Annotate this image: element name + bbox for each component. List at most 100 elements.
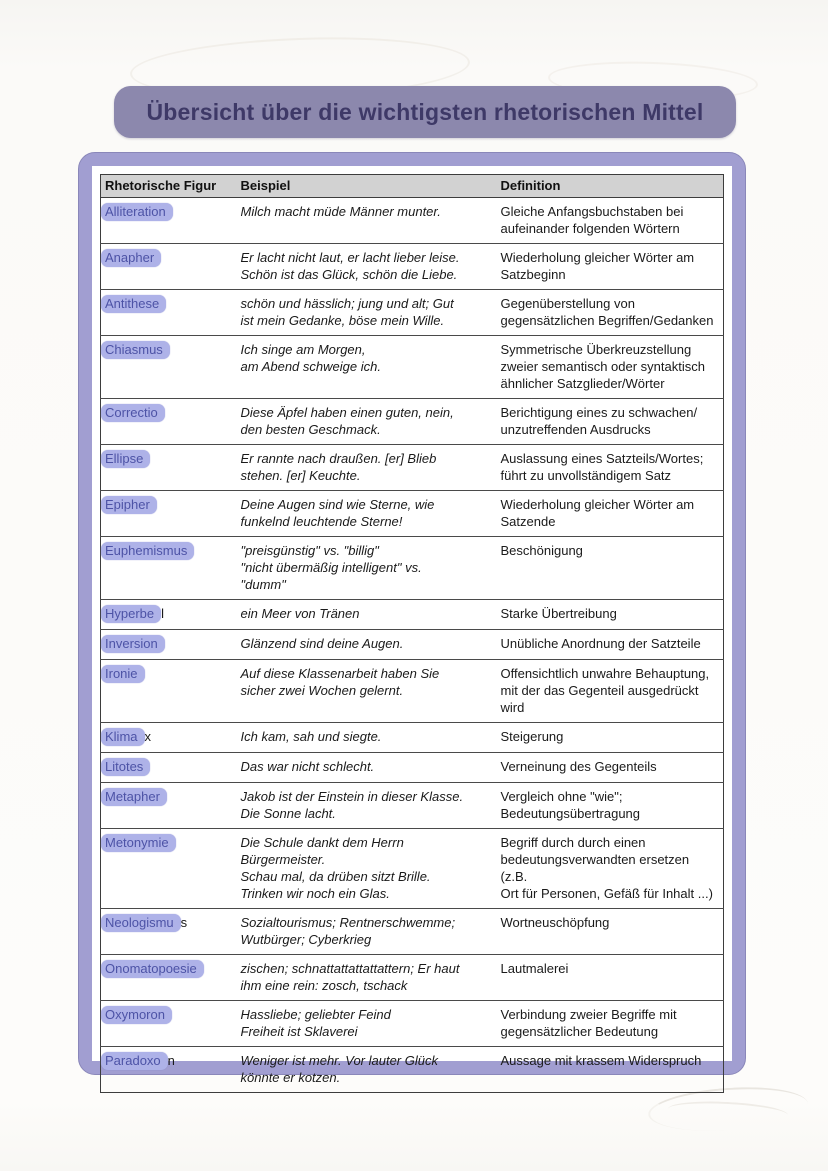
figure-highlight: Chiasmus	[101, 341, 170, 359]
definition-cell: Wiederholung gleicher Wörter am Satzbegin…	[496, 243, 724, 290]
figure-highlight: Litotes	[101, 758, 151, 776]
figure-highlight: Ellipse	[101, 450, 151, 468]
table-row: Epipher Deine Augen sind wie Sterne, wie…	[100, 490, 724, 537]
table-row: Euphemismus "preisgünstig" vs. "billig" "…	[100, 536, 724, 600]
figure-cell: Inversion	[100, 629, 237, 660]
figure-cell: Ironie	[100, 659, 237, 723]
beispiel-cell: Glänzend sind deine Augen.	[236, 629, 497, 660]
figure-cell: Euphemismus	[100, 536, 237, 600]
figure-highlight: Euphemismus	[101, 542, 195, 560]
figure-cell: Metapher	[100, 782, 237, 829]
figure-highlight: Ironie	[101, 665, 145, 683]
figure-highlight: Neologismu	[101, 914, 181, 932]
definition-cell: Wiederholung gleicher Wörter am Satzende	[496, 490, 724, 537]
table-row: Paradoxo n Weniger ist mehr. Vor lauter G…	[100, 1046, 724, 1093]
table-row: Metapher Jakob ist der Einstein in diese…	[100, 782, 724, 829]
definition-cell: Vergleich ohne "wie"; Bedeutungsübertragu…	[496, 782, 724, 829]
table-row: Correctio Diese Äpfel haben einen guten,…	[100, 398, 724, 445]
definition-cell: Gleiche Anfangsbuchstaben bei aufeinander…	[500, 204, 684, 236]
column-header-beispiel: Beispiel	[236, 174, 497, 198]
table-row: Ellipse Er rannte nach draußen. [er] Bli…	[100, 444, 724, 491]
figure-highlight: Klima	[101, 728, 145, 746]
figure-highlight: Correctio	[101, 404, 165, 422]
table-row: Antithese schön und hässlich; jung und a…	[100, 289, 724, 336]
figure-highlight: Onomatopoesie	[101, 960, 204, 978]
definition-cell: Lautmalerei	[496, 954, 724, 1001]
beispiel-cell: Ich kam, sah und siegte.	[236, 722, 497, 753]
figure-cell: Klima x	[100, 722, 237, 753]
figure-rest: l	[161, 606, 165, 621]
figure-cell: Ellipse	[100, 444, 237, 491]
figure-cell: Correctio	[100, 398, 237, 445]
figure-rest: x	[144, 729, 152, 744]
beispiel-cell: Jakob ist der Einstein in dieser Klasse.…	[236, 782, 497, 829]
figure-highlight: Antithese	[101, 295, 167, 313]
figure-cell: Anapher	[100, 243, 237, 290]
figure-highlight: Epipher	[101, 496, 157, 514]
header-row: Rhetorische Figur Beispiel Definition	[100, 174, 724, 198]
figure-highlight: Metapher	[101, 788, 167, 806]
figure-highlight: Metonymie	[101, 834, 176, 852]
beispiel-cell: Sozialtourismus; Rentnerschwemme; Wutbürg…	[236, 908, 497, 955]
figure-cell: Alliteration	[101, 198, 237, 244]
definition-cell: Verneinung des Gegenteils	[496, 752, 724, 783]
definition-cell: Unübliche Anordnung der Satzteile	[496, 629, 724, 660]
figure-highlight: Alliteration	[101, 203, 173, 221]
figure-cell: Paradoxo n	[100, 1046, 237, 1093]
figure-cell: Litotes	[100, 752, 237, 783]
beispiel-cell: Das war nicht schlecht.	[236, 752, 497, 783]
definition-cell: Auslassung eines Satzteils/Wortes; führt …	[496, 444, 724, 491]
beispiel-cell: Weniger ist mehr. Vor lauter Glück könnte…	[236, 1046, 497, 1093]
figure-rest: s	[180, 915, 188, 930]
figure-cell: Antithese	[100, 289, 237, 336]
figure-highlight: Oxymoron	[101, 1006, 172, 1024]
figure-cell: Chiasmus	[100, 335, 237, 399]
column-header-figur: Rhetorische Figur	[100, 174, 237, 198]
table-row: Onomatopoesie zischen; schnattattattatta…	[100, 954, 724, 1001]
beispiel-cell: Deine Augen sind wie Sterne, wie funkelnd…	[236, 490, 497, 537]
definition-cell: Aussage mit krassem Widerspruch	[496, 1046, 724, 1093]
figure-cell: Oxymoron	[100, 1000, 237, 1047]
beispiel-cell: schön und hässlich; jung und alt; Gut ist…	[236, 289, 497, 336]
definition-cell: Beschönigung	[496, 536, 724, 600]
table-row: Inversion Glänzend sind deine Augen. Unü…	[100, 629, 724, 660]
definition-cell: Gegenüberstellung von gegensätzlichen Beg…	[496, 289, 724, 336]
title-banner: Übersicht über die wichtigsten rhetorisc…	[114, 86, 736, 138]
definition-cell: Wortneuschöpfung	[496, 908, 724, 955]
definition-cell: Steigerung	[496, 722, 724, 753]
beispiel-cell: Hassliebe; geliebter Feind Freiheit ist S…	[236, 1000, 497, 1047]
beispiel-cell: Er lacht nicht laut, er lacht lieber lei…	[236, 243, 497, 290]
definition-cell: Offensichtlich unwahre Behauptung, mit de…	[496, 659, 724, 723]
definition-cell: Berichtigung eines zu schwachen/unzutref…	[496, 398, 724, 445]
beispiel-cell: Die Schule dankt dem Herrn Bürgermeister.…	[236, 828, 497, 909]
beispiel-cell: Diese Äpfel haben einen guten, nein, den …	[236, 398, 497, 445]
figure-cell: Metonymie	[100, 828, 237, 909]
table-row: Litotes Das war nicht schlecht. Verneinu…	[100, 752, 724, 783]
table-row: Metonymie Die Schule dankt dem Herrn Bürg…	[100, 828, 724, 909]
table-row: Klima x Ich kam, sah und siegte. Steigeru…	[100, 722, 724, 753]
figure-cell: Onomatopoesie	[100, 954, 237, 1001]
definition-cell: Verbindung zweier Begriffe mit gegensätzl…	[496, 1000, 724, 1047]
beispiel-cell: ein Meer von Tränen	[236, 599, 497, 630]
beispiel-cell: Milch macht müde Männer munter.	[240, 204, 441, 219]
figure-highlight: Inversion	[101, 635, 165, 653]
table-row: Hyperbe l ein Meer von Tränen Starke Über…	[100, 599, 724, 630]
figure-cell: Hyperbe l	[100, 599, 237, 630]
beispiel-cell: Er rannte nach draußen. [er] Blieb stehen…	[236, 444, 497, 491]
scan-artifact	[667, 1098, 789, 1126]
column-header-definition: Definition	[496, 174, 724, 198]
definition-cell: Begriff durch durch einen bedeutungsverwa…	[496, 828, 724, 909]
beispiel-cell: zischen; schnattattattattattern; Er haut…	[236, 954, 497, 1001]
figure-cell: Neologismu s	[100, 908, 237, 955]
figure-highlight: Anapher	[101, 249, 162, 267]
table-frame: Rhetorische Figur Beispiel Definition Al…	[78, 152, 746, 1093]
table-row: Alliteration Milch macht müde Männer mun…	[101, 198, 724, 244]
beispiel-cell: "preisgünstig" vs. "billig" "nicht übermä…	[236, 536, 497, 600]
definition-cell: Starke Übertreibung	[496, 599, 724, 630]
rhetoric-table: Rhetorische Figur Beispiel Definition Al…	[100, 174, 724, 1093]
figure-rest: n	[167, 1053, 175, 1068]
table-body: Alliteration Milch macht müde Männer mun…	[100, 198, 724, 1093]
figure-cell: Epipher	[100, 490, 237, 537]
table-row: Oxymoron Hassliebe; geliebter Feind Freih…	[100, 1000, 724, 1047]
table-row: Chiasmus Ich singe am Morgen, am Abend sc…	[100, 335, 724, 399]
